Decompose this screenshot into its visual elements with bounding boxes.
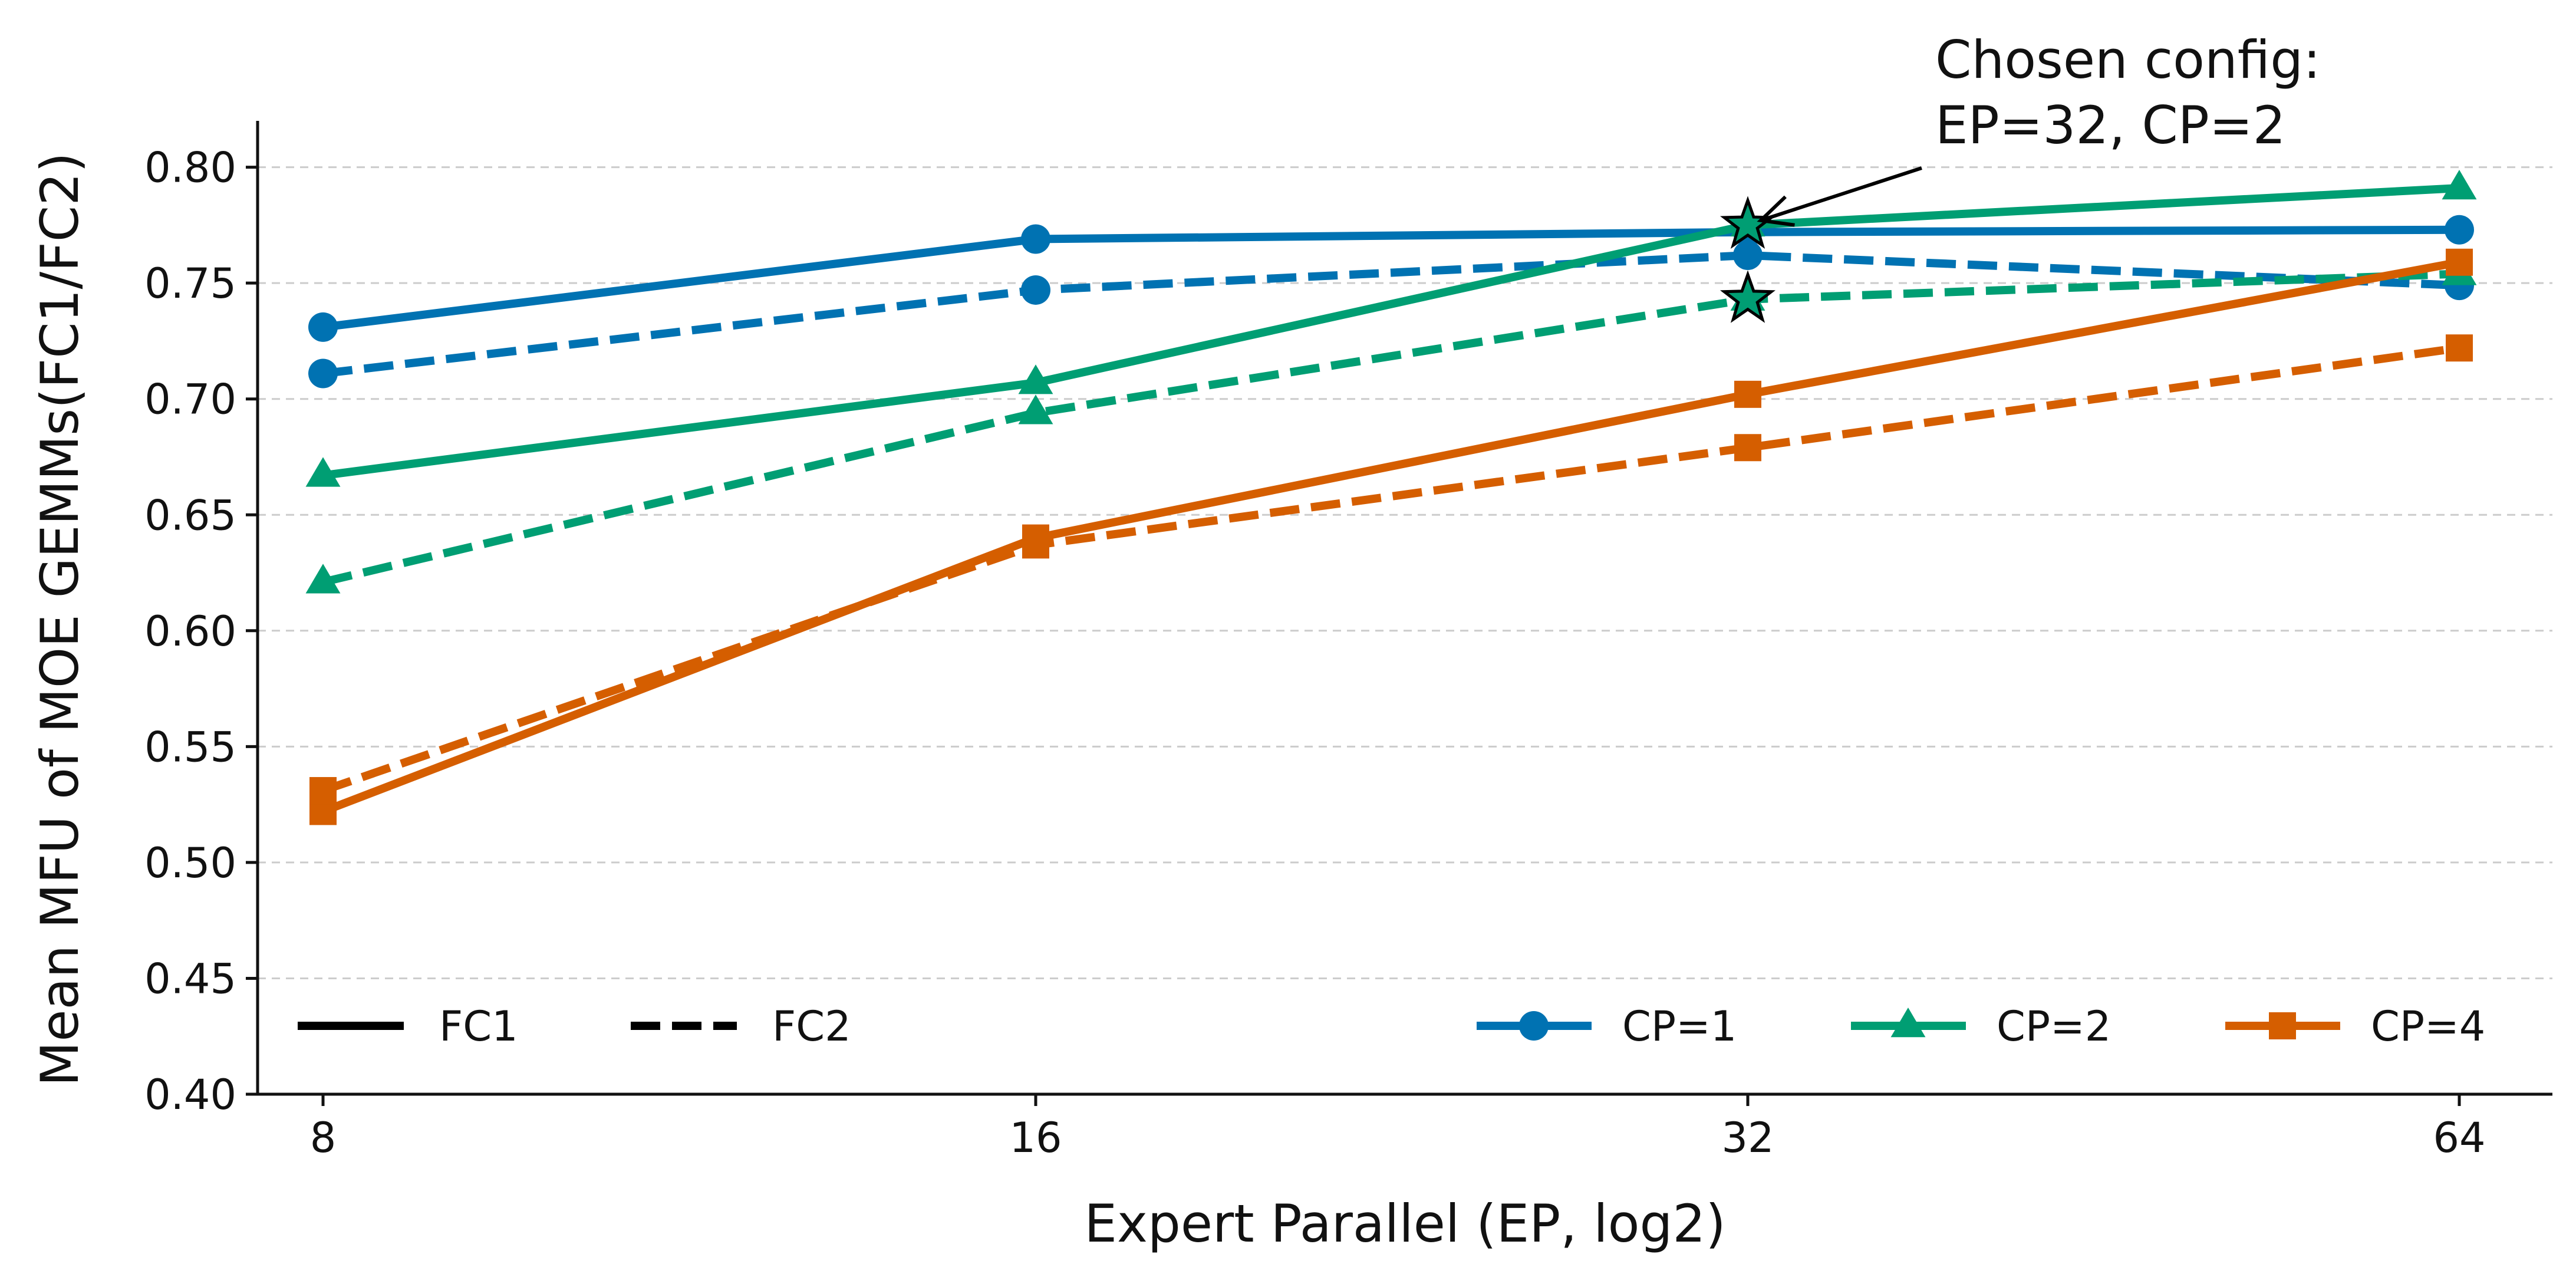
annotation-arrow-shaft [1760, 166, 1922, 222]
legend-marker [1890, 1008, 1926, 1038]
x-tick-label: 8 [310, 1114, 337, 1162]
annotation-arrow-head [1757, 195, 1795, 227]
data-point [2445, 215, 2474, 245]
legend-label: CP=2 [1997, 1002, 2111, 1051]
y-tick-label: 0.40 [144, 1071, 236, 1119]
legend-marker [1519, 1011, 1549, 1041]
data-point [1022, 531, 1049, 559]
x-tick-label: 64 [2433, 1114, 2485, 1162]
data-point [308, 312, 338, 342]
legend-cp-3: CP=4 [2225, 1002, 2485, 1051]
y-tick-label: 0.60 [144, 607, 236, 656]
legend-cp-2: CP=2 [1851, 1002, 2111, 1051]
legend-label: FC1 [439, 1002, 518, 1051]
series-line [322, 251, 2460, 378]
series-line [322, 269, 2460, 587]
series-cp-2-fc1 [305, 169, 2477, 487]
y-tick-label: 0.45 [144, 954, 236, 1003]
y-tick-label: 0.65 [144, 491, 236, 539]
x-axis-title: Expert Parallel (EP, log2) [1084, 1193, 1725, 1254]
y-tick-label: 0.70 [144, 376, 236, 424]
x-tick-label: 16 [1009, 1114, 1062, 1162]
series-line [321, 344, 2460, 795]
series-line [321, 258, 2460, 815]
data-point [1734, 380, 1761, 408]
legend-label: CP=1 [1622, 1002, 1737, 1051]
series-cp-4-fc2 [309, 334, 2473, 805]
grid-layer [258, 166, 2552, 979]
annotation-layer: Chosen config:EP=32, CP=2 [1719, 29, 2321, 323]
y-axis-title: Mean MFU of MOE GEMMs(FC1/FC2) [29, 152, 90, 1086]
legend-marker [2269, 1012, 2296, 1039]
axes-layer: 0.40 0.45 0.50 0.55 0.60 0.65 0.70 0.75 0.80 8 16 3… [29, 121, 2552, 1254]
data-point [1734, 434, 1761, 462]
series-cp-1-fc2 [308, 240, 2474, 389]
legend-cp-1: CP=1 [1477, 1002, 1737, 1051]
data-point [305, 457, 341, 487]
data-point [308, 358, 338, 389]
legend-style-fc2: FC2 [631, 1002, 851, 1051]
data-point [1733, 240, 1763, 270]
data-point [2446, 248, 2473, 276]
data-point [1021, 224, 1050, 254]
legend-label: FC2 [772, 1002, 851, 1051]
x-tick-label: 32 [1721, 1114, 1774, 1162]
series-line [322, 184, 2460, 480]
data-point [2442, 169, 2477, 200]
y-tick-label: 0.80 [144, 144, 236, 192]
annotation-line-1: Chosen config: [1935, 29, 2321, 90]
data-point [309, 777, 337, 805]
series-layer [305, 169, 2477, 825]
y-tick-label: 0.50 [144, 839, 236, 887]
data-point [1018, 364, 1053, 394]
annotation-line-2: EP=32, CP=2 [1935, 95, 2286, 156]
y-tick-label: 0.75 [144, 259, 236, 308]
data-point [2446, 334, 2473, 362]
highlight-star-1 [1719, 270, 1776, 323]
legend-style-fc1: FC1 [298, 1002, 518, 1051]
legend-label: CP=4 [2371, 1002, 2485, 1051]
data-point [1018, 394, 1053, 424]
legend-layer: FC1 FC2 CP=1 CP=2 CP=4 [298, 1002, 2485, 1051]
data-point [305, 564, 341, 594]
data-point [1021, 275, 1050, 305]
y-tick-label: 0.55 [144, 723, 236, 771]
series-line [322, 225, 2460, 331]
